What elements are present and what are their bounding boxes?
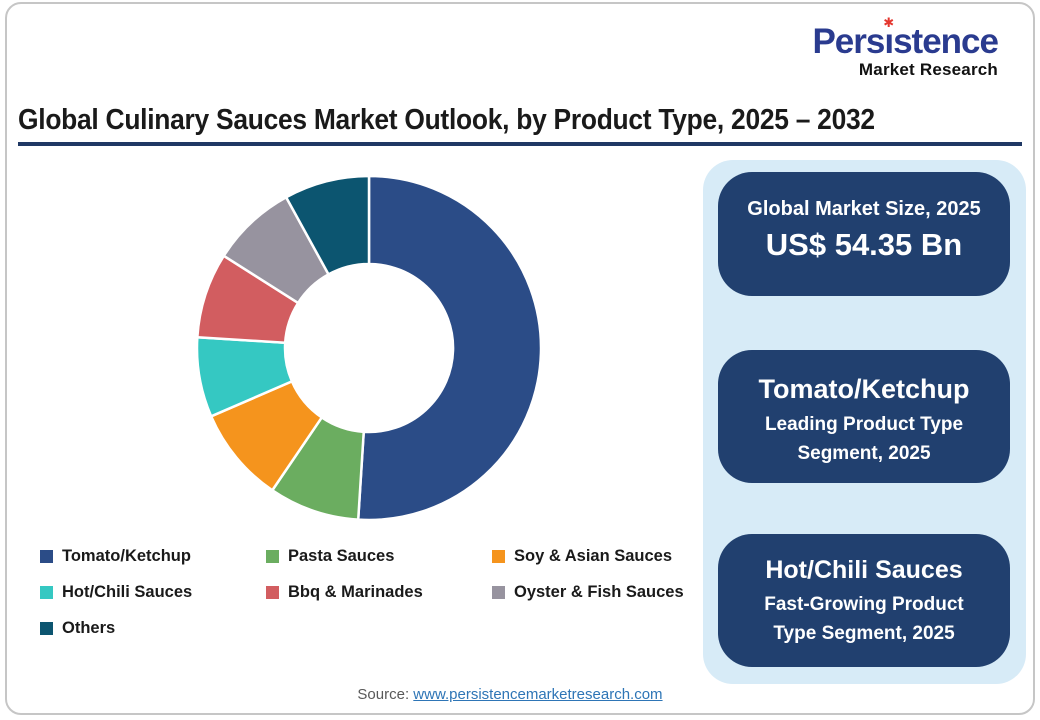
legend-label: Soy & Asian Sauces [514, 547, 673, 565]
legend-label: Oyster & Fish Sauces [514, 583, 684, 601]
info-box-leading-segment: Tomato/Ketchup Leading Product Type Segm… [718, 350, 1010, 483]
legend-item: Soy & Asian Sauces [492, 547, 684, 566]
legend-label: Pasta Sauces [288, 547, 395, 565]
legend-swatch-icon [40, 622, 53, 635]
info-box-market-size: Global Market Size, 2025 US$ 54.35 Bn [718, 172, 1010, 296]
legend-swatch-icon [492, 586, 505, 599]
source-label: Source: [357, 686, 410, 703]
logo-accent-dot-icon: ✱ [883, 15, 895, 30]
legend-label: Hot/Chili Sauces [62, 583, 193, 601]
legend-swatch-icon [40, 550, 53, 563]
donut-chart [195, 174, 543, 522]
info-box-fast-growing-segment: Hot/Chili Sauces Fast-Growing Product Ty… [718, 534, 1010, 667]
source-line: Source: www.persistencemarketresearch.co… [0, 686, 1020, 703]
source-link[interactable]: www.persistencemarketresearch.com [413, 686, 663, 703]
legend-label: Tomato/Ketchup [62, 547, 191, 565]
legend-label: Bbq & Marinades [288, 583, 423, 601]
donut-segment-others [284, 174, 371, 276]
brand-logo: Persı ✱ stence Market Research [812, 15, 999, 79]
legend-swatch-icon [266, 586, 279, 599]
side-panel: Global Market Size, 2025 US$ 54.35 Bn To… [703, 160, 1026, 684]
page-title: Global Culinary Sauces Market Outlook, b… [18, 104, 875, 136]
leading-segment-label: Leading Product Type Segment, 2025 [764, 414, 964, 464]
leading-segment-name: Tomato/Ketchup [758, 374, 970, 404]
legend-item: Pasta Sauces [266, 547, 492, 566]
logo-letter-i: ı ✱ [883, 15, 895, 61]
legend-swatch-icon [266, 550, 279, 563]
logo-line2: Market Research [858, 60, 998, 79]
market-size-value: US$ 54.35 Bn [765, 227, 963, 262]
legend-label: Others [62, 619, 116, 637]
logo-line1: Persı ✱ stence [812, 15, 999, 61]
legend-item: Oyster & Fish Sauces [492, 583, 684, 602]
fast-growing-segment-label: Fast-Growing Product Type Segment, 2025 [764, 594, 964, 644]
title-underline [18, 142, 1022, 146]
legend-item: Bbq & Marinades [266, 583, 492, 602]
chart-legend: Tomato/Ketchup Pasta Sauces Soy & Asian Sa… [40, 547, 684, 638]
market-size-label: Global Market Size, 2025 [747, 198, 981, 220]
legend-swatch-icon [492, 550, 505, 563]
legend-item: Hot/Chili Sauces [40, 583, 266, 602]
fast-growing-segment-name: Hot/Chili Sauces [765, 556, 963, 584]
legend-swatch-icon [40, 586, 53, 599]
legend-item: Others [40, 619, 266, 638]
legend-item: Tomato/Ketchup [40, 547, 266, 566]
donut-segment-tomato-ketchup [356, 174, 543, 522]
